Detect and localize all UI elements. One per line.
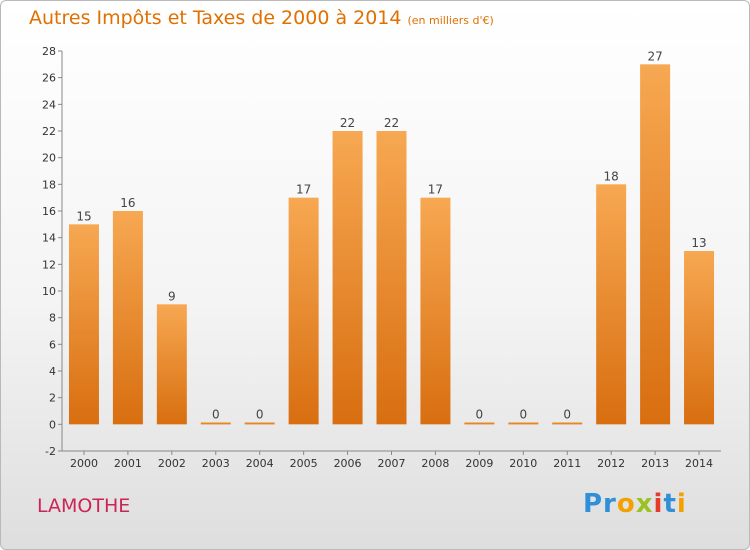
- y-tick-label: 26: [42, 72, 56, 85]
- y-tick-label: 12: [42, 258, 56, 271]
- y-tick-label: 0: [49, 418, 56, 431]
- logo-part: o: [616, 489, 636, 519]
- x-tick-label: 2008: [421, 457, 449, 470]
- chart-title-text: Autres Impôts et Taxes de 2000 à 2014: [29, 7, 402, 29]
- bar-2005: [288, 197, 319, 425]
- y-tick-label: 6: [49, 338, 56, 351]
- x-tick-label: 2013: [641, 457, 669, 470]
- x-tick-label: 2011: [553, 457, 581, 470]
- x-tick-label: 2002: [158, 457, 186, 470]
- bar-2010: [508, 422, 539, 425]
- bar-value-label: 22: [384, 116, 399, 130]
- bar-2002: [156, 304, 187, 425]
- bar-value-label: 13: [691, 236, 706, 250]
- y-tick-label: 2: [49, 392, 56, 405]
- x-tick-label: 2003: [202, 457, 230, 470]
- x-tick-label: 2007: [378, 457, 406, 470]
- y-tick-label: 28: [42, 45, 56, 58]
- bar-2012: [596, 184, 627, 425]
- y-tick-label: 24: [42, 98, 56, 111]
- bar-value-label: 0: [519, 407, 527, 421]
- x-tick-label: 2009: [465, 457, 493, 470]
- bar-2007: [376, 131, 407, 425]
- bar-2003: [200, 422, 231, 425]
- logo-part: Pr: [583, 489, 617, 519]
- x-tick-label: 2012: [597, 457, 625, 470]
- chart-title: Autres Impôts et Taxes de 2000 à 2014 (en…: [29, 7, 494, 29]
- y-tick-label: 22: [42, 125, 56, 138]
- logo-part: x: [635, 489, 654, 519]
- proxiti-logo: Proxiti: [583, 489, 687, 519]
- commune-name: LAMOTHE: [37, 495, 131, 517]
- bar-2014: [684, 251, 715, 425]
- bar-value-label: 27: [647, 49, 662, 63]
- chart-unit-note: (en milliers d'€): [407, 14, 494, 27]
- bar-value-label: 9: [168, 289, 176, 303]
- y-tick-label: 4: [49, 365, 56, 378]
- logo-part: t: [663, 489, 677, 519]
- bar-2006: [332, 131, 363, 425]
- x-tick-label: 2000: [70, 457, 98, 470]
- x-tick-label: 2010: [509, 457, 537, 470]
- y-tick-label: -2: [45, 445, 56, 458]
- bar-value-label: 16: [120, 196, 135, 210]
- logo-part: i: [653, 489, 664, 519]
- x-tick-label: 2004: [246, 457, 274, 470]
- x-tick-label: 2005: [290, 457, 318, 470]
- bar-2004: [244, 422, 275, 425]
- bar-value-label: 18: [604, 169, 619, 183]
- bar-2001: [112, 211, 143, 425]
- bar-value-label: 0: [212, 407, 220, 421]
- bar-value-label: 15: [76, 209, 91, 223]
- y-tick-label: 20: [42, 152, 56, 165]
- logo-part: i: [676, 489, 687, 519]
- bar-2009: [464, 422, 495, 425]
- bar-value-label: 0: [256, 407, 264, 421]
- bar-value-label: 17: [296, 183, 311, 197]
- y-tick-label: 8: [49, 312, 56, 325]
- x-tick-label: 2001: [114, 457, 142, 470]
- bar-value-label: 22: [340, 116, 355, 130]
- bar-value-label: 17: [428, 183, 443, 197]
- y-tick-label: 14: [42, 232, 56, 245]
- bar-value-label: 0: [563, 407, 571, 421]
- bar-value-label: 0: [476, 407, 484, 421]
- y-tick-label: 10: [42, 285, 56, 298]
- x-tick-label: 2014: [685, 457, 713, 470]
- y-tick-label: 18: [42, 178, 56, 191]
- bar-2013: [640, 64, 671, 425]
- x-tick-label: 2006: [334, 457, 362, 470]
- y-tick-label: 16: [42, 205, 56, 218]
- bar-2008: [420, 197, 451, 425]
- bar-2000: [68, 224, 99, 425]
- bar-2011: [552, 422, 583, 425]
